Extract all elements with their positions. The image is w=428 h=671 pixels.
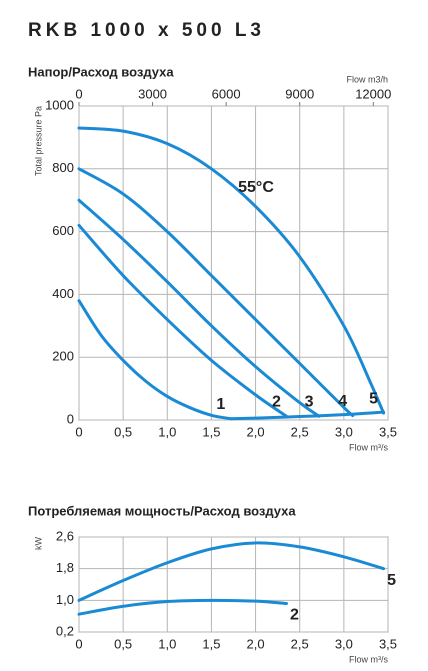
y-tick-label: 2,6 — [56, 528, 74, 543]
x2-tick-label: 12000 — [355, 86, 391, 101]
curve-label: 2 — [272, 393, 281, 410]
chart-title: Напор/Расход воздуха — [28, 64, 174, 79]
curve — [229, 410, 386, 421]
x2-tick-label: 9000 — [285, 86, 314, 101]
x2-tick-label: 0 — [75, 86, 82, 101]
x-axis-label: Flow m³/s — [349, 654, 388, 664]
x-tick-label: 3,5 — [379, 636, 397, 651]
curve — [77, 541, 386, 602]
y-tick-label: 0,2 — [56, 623, 74, 638]
x-axis-label: Flow m³/s — [349, 442, 388, 452]
curve-label: 1 — [216, 396, 225, 413]
y-tick-label: 0 — [67, 411, 74, 426]
x-tick-label: 1,5 — [202, 636, 220, 651]
curve-label: 2 — [290, 607, 299, 624]
curve — [77, 167, 355, 418]
x-tick-label: 3,0 — [335, 636, 353, 651]
curve — [77, 126, 386, 415]
y-tick-label: 1,8 — [56, 560, 74, 575]
x2-tick-label: 3000 — [138, 86, 167, 101]
x-tick-label: 0,5 — [114, 636, 132, 651]
curve-label: 5 — [387, 572, 396, 589]
x-tick-label: 0 — [75, 636, 82, 651]
x2-tick-label: 6000 — [212, 86, 241, 101]
curve — [77, 223, 288, 418]
y-tick-label: 1,0 — [56, 592, 74, 607]
curve-label: 5 — [369, 390, 378, 407]
x-tick-label: 1,0 — [158, 636, 176, 651]
curve — [77, 598, 288, 616]
x-tick-label: 1,0 — [158, 424, 176, 439]
annotation: 55°C — [238, 179, 274, 196]
page-title: RKB 1000 x 500 L3 — [28, 20, 265, 41]
y-axis-label: Total pressure Pa — [33, 106, 43, 176]
y-tick-label: 1000 — [45, 97, 74, 112]
y-tick-label: 400 — [52, 286, 74, 301]
y-axis-label: kW — [33, 537, 43, 551]
curve-label: 4 — [338, 393, 347, 410]
curve — [77, 299, 233, 421]
curve — [77, 198, 321, 418]
chart-title: Потребляемая мощность/Расход воздуха — [28, 503, 296, 518]
x-tick-label: 3,5 — [379, 424, 397, 439]
y-tick-label: 800 — [52, 160, 74, 175]
plot-frame — [78, 536, 389, 633]
x-tick-label: 0,5 — [114, 424, 132, 439]
x-tick-label: 0 — [75, 424, 82, 439]
x-tick-label: 3,0 — [335, 424, 353, 439]
y-tick-label: 600 — [52, 223, 74, 238]
x-tick-label: 2,5 — [291, 424, 309, 439]
x-tick-label: 2,0 — [247, 636, 265, 651]
plot-frame — [78, 105, 389, 421]
y-tick-label: 200 — [52, 349, 74, 364]
x-tick-label: 2,0 — [247, 424, 265, 439]
x-tick-label: 2,5 — [291, 636, 309, 651]
x-tick-label: 1,5 — [202, 424, 220, 439]
curve-label: 3 — [305, 393, 314, 410]
x2-axis-label: Flow m3/h — [346, 74, 388, 84]
